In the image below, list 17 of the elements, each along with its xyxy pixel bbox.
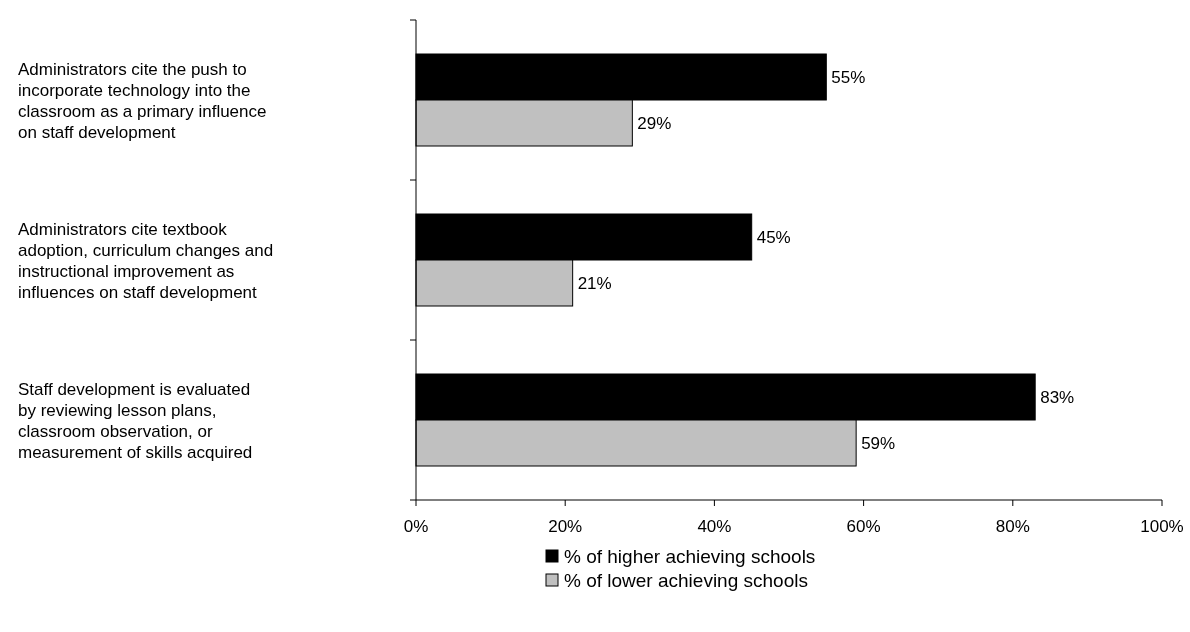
x-tick-label: 60% — [846, 517, 881, 536]
x-tick-label: 0% — [403, 517, 429, 536]
y-tick-label: Administrators cite the push to incorporate technology into the classroom as a primary influence on staff development — [18, 59, 267, 141]
x-tick-label: 40% — [697, 517, 732, 536]
x-tick-label: 100% — [1140, 517, 1184, 536]
data-label: 21% — [577, 273, 612, 293]
data-label: 59% — [861, 433, 896, 453]
x-tick-label: 20% — [548, 517, 583, 536]
y-tick-label: Administrators cite textbook adoption, curriculum changes and instructional improvement as influences on staff development — [18, 219, 274, 301]
data-label: 29% — [637, 113, 672, 133]
data-label: 83% — [1040, 387, 1075, 407]
x-tick-label: 80% — [995, 517, 1030, 536]
legend-label: % of lower achieving schools — [564, 569, 808, 591]
legend-label: % of higher achieving schools — [564, 545, 816, 567]
y-tick-label: Staff development is evaluated by reviewing lesson plans, classroom observation, or measurement of skills acquired — [18, 379, 253, 461]
data-label: 55% — [831, 67, 866, 87]
data-label: 45% — [756, 227, 791, 247]
